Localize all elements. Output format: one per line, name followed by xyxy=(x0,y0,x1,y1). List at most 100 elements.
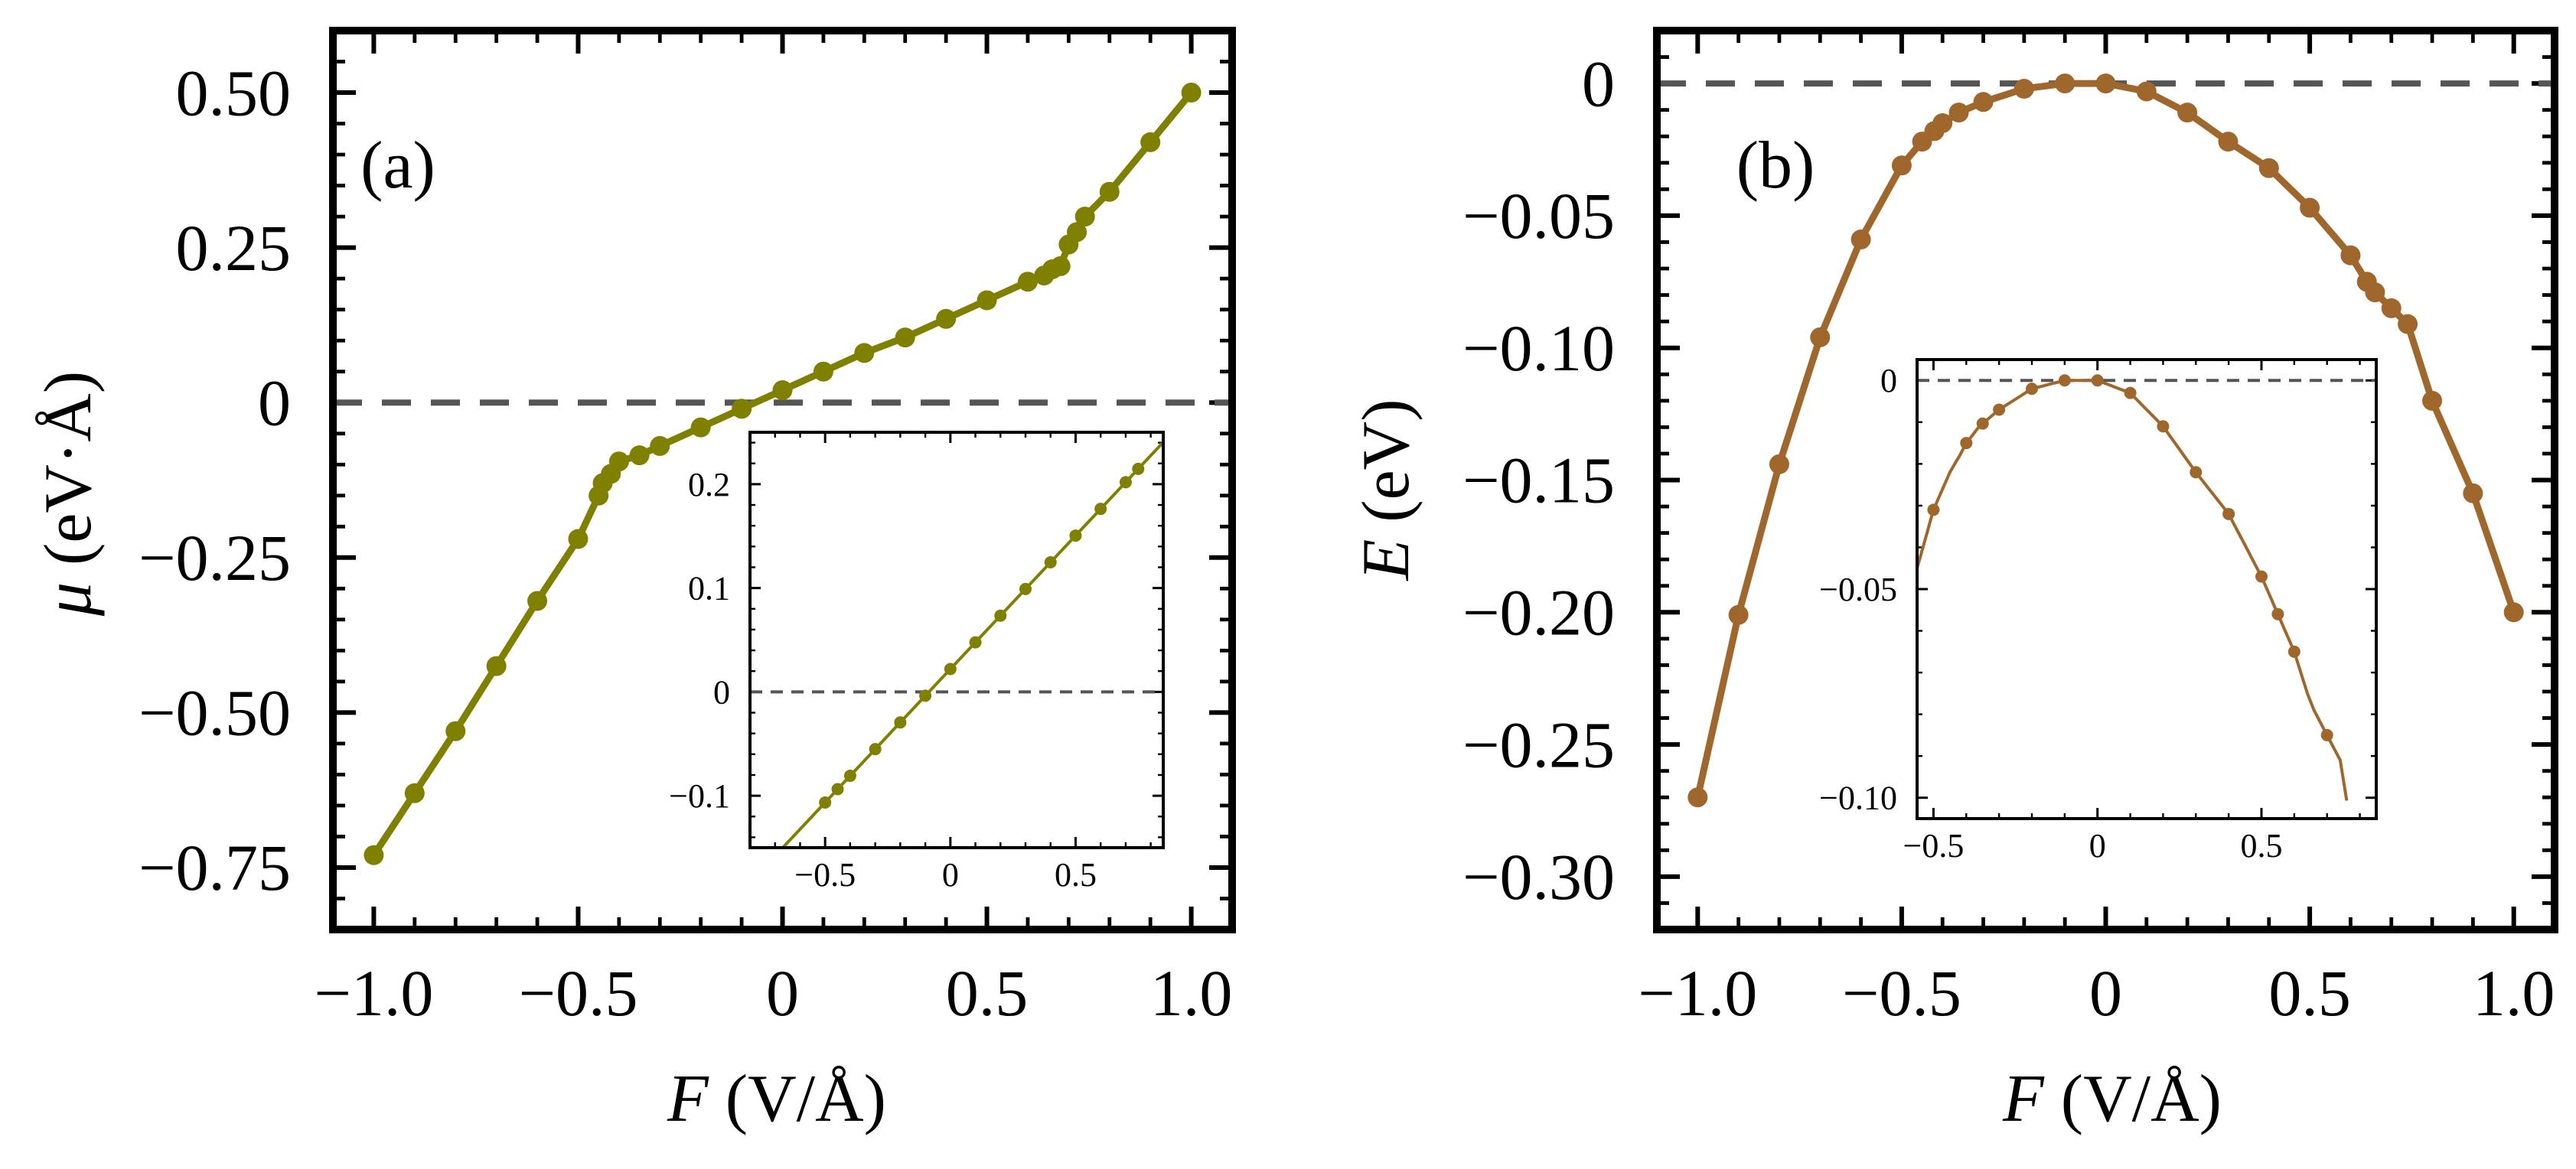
panel-a-inset-x-tick-label: 0.5 xyxy=(1055,856,1097,894)
panel-a-x-axis-label: F (V/Å) xyxy=(667,1062,886,1136)
panel-a-data-point xyxy=(1050,256,1071,276)
panel-b-data-point xyxy=(2177,103,2198,123)
panel-b-inset-x-tick-label: 0.5 xyxy=(2241,827,2283,865)
panel-b-y-axis-symbol: E xyxy=(1349,539,1423,582)
panel-b-inset-data-point xyxy=(2157,420,2170,433)
panel-b-data-point xyxy=(1973,92,1994,112)
panel-a-data-point xyxy=(732,399,752,419)
panel-a-y-tick-label: −0.75 xyxy=(139,831,291,904)
panel-b-y-tick-label: −0.15 xyxy=(1462,444,1615,517)
panel-b-x-tick-label: −1.0 xyxy=(1638,956,1757,1030)
panel-b-data-point xyxy=(1932,112,1953,133)
panel-b-inset: −0.5 0 0.5 0 −0.05 −0.10 xyxy=(1819,358,2378,865)
panel-a-inset-x-tick-label: 0 xyxy=(942,856,959,894)
panel-b-y-tick-label: 0 xyxy=(1582,47,1615,120)
panel-a-x-tick-label: −1.0 xyxy=(314,956,433,1030)
panel-b-inset-data-point xyxy=(2058,374,2071,387)
panel-b-data-point xyxy=(2258,158,2279,178)
panel-b-data-point xyxy=(2381,298,2402,318)
panel-a-inset-y-tick-label: 0.2 xyxy=(688,466,730,503)
panel-a-data-point xyxy=(936,308,957,329)
panel-b-inset-frame xyxy=(1916,358,2378,820)
panel-b-inset-data-point xyxy=(1976,417,1989,430)
panel-b-label: (b) xyxy=(1736,129,1815,203)
panel-b-data-point xyxy=(2218,132,2239,152)
panel-a-data-point xyxy=(1099,181,1120,202)
panel-b-data-point xyxy=(2136,81,2157,102)
panel-b-x-tick-label: −0.5 xyxy=(1842,956,1961,1030)
panel-a-inset-data-point xyxy=(831,783,844,796)
panel-a-data-point xyxy=(1074,207,1095,227)
panel-b-y-tick-label: −0.05 xyxy=(1462,179,1615,252)
panel-b-x-axis-symbol: F xyxy=(2002,1062,2045,1136)
panel-a-inset-area xyxy=(750,432,1163,848)
panel-b-data-point xyxy=(1810,327,1831,347)
panel-a-x-tick-label: 0.5 xyxy=(946,956,1029,1030)
panel-b-y-tick-label: −0.25 xyxy=(1462,708,1615,781)
panel-b-data-point xyxy=(1948,103,1969,123)
panel-a-data-point xyxy=(690,417,711,438)
panel-a-y-tick-label: 0.50 xyxy=(176,56,292,129)
panel-a-data-point xyxy=(977,290,997,311)
panel-b-y-axis-label: E (eV) xyxy=(1349,399,1423,582)
panel-a-inset-data-point xyxy=(944,663,957,676)
panel-a-frame xyxy=(329,27,1236,933)
panel-b-data-point xyxy=(2503,602,2524,623)
panel-b-frame xyxy=(1653,27,2558,933)
panel-b-y-axis-unit: (eV) xyxy=(1349,399,1423,523)
panel-a-label: (a) xyxy=(360,129,435,203)
panel-a-inset-data-point xyxy=(1019,582,1032,595)
panel-a-data-point xyxy=(1017,272,1038,292)
panel-a-inset-data-point xyxy=(819,796,832,809)
panel-a-inset-data-point xyxy=(894,716,907,729)
panel-a-data-point xyxy=(608,451,629,472)
panel-b-inset-area xyxy=(1917,360,2376,819)
panel-a-inset-x-tick-label: −0.5 xyxy=(794,856,856,894)
panel-b-inset-data-point xyxy=(2091,374,2104,387)
panel-b: −1.0 −0.5 0 0.5 1.0 0 −0.05 −0.10 −0.15 −0.20 −0.2… xyxy=(1349,27,2558,1136)
panel-a-inset-y-tick-label: −0.1 xyxy=(669,777,730,815)
panel-a: −1.0 −0.5 0 0.5 1.0−0.75−0.50−0.2500.250.50 … xyxy=(31,27,1236,1136)
panel-b-data-point xyxy=(2422,390,2443,411)
panel-a-x-axis-unit: (V/Å) xyxy=(726,1062,886,1136)
panel-b-inset-data-point xyxy=(2320,728,2333,741)
panel-b-inset-data-point xyxy=(2190,466,2203,479)
panel-a-inset-y-tick-label: 0.1 xyxy=(688,570,730,607)
panel-a-inset-data-point xyxy=(1069,529,1082,542)
panel-a-data-point xyxy=(568,529,589,549)
panel-b-inset-data-point xyxy=(1960,437,1973,450)
panel-b-x-tick-label: 0.5 xyxy=(2268,956,2351,1030)
panel-a-y-axis-symbol: μ xyxy=(31,582,106,617)
panel-a-data-point xyxy=(895,327,915,348)
panel-a-data-point xyxy=(650,435,670,456)
panel-a-inset-data-point xyxy=(1132,462,1145,475)
panel-a-inset-data-point xyxy=(1094,503,1107,516)
panel-b-inset-x-tick-label: −0.5 xyxy=(1903,827,1965,865)
panel-b-data-point xyxy=(1891,155,1912,176)
panel-a-y-axis-label: μ (eV·Å) xyxy=(31,371,106,617)
panel-b-data-point xyxy=(2095,73,2116,94)
panel-a-inset-data-point xyxy=(969,636,982,649)
panel-a-inset-data-point xyxy=(994,609,1007,622)
panel-b-inset-data-point xyxy=(1993,403,2006,416)
panel-a-data-point xyxy=(527,591,548,611)
panel-a-inset-data-point xyxy=(919,689,932,702)
panel-b-data-point xyxy=(2340,245,2361,265)
panel-b-inset-data-point xyxy=(1927,503,1940,516)
panel-a-inset-data-point xyxy=(869,743,882,756)
panel-a-inset-data-point xyxy=(1119,476,1132,489)
panel-a-data-point xyxy=(364,845,384,865)
panel-a-x-tick-label: −0.5 xyxy=(518,956,637,1030)
panel-b-x-tick-label: 0 xyxy=(2089,956,2122,1030)
panel-b-data-point xyxy=(1850,230,1871,250)
panel-a-data-point xyxy=(1181,83,1202,103)
panel-a-x-axis-symbol: F xyxy=(667,1062,709,1136)
panel-a-data-point xyxy=(772,380,793,400)
panel-a-inset-y-tick-label: 0 xyxy=(713,673,730,711)
panel-b-inset-data-point xyxy=(2124,386,2137,399)
panel-b-inset-y-tick-label: −0.05 xyxy=(1819,571,1897,608)
panel-b-x-tick-label: 1.0 xyxy=(2473,956,2555,1030)
panel-a-data-point xyxy=(629,445,650,466)
panel-a-x-tick-label: 1.0 xyxy=(1150,956,1233,1030)
panel-a-data-point xyxy=(445,721,466,741)
